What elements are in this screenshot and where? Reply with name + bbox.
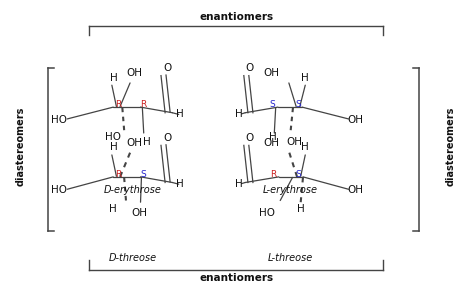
Text: HO: HO [51,115,67,125]
Text: H: H [301,73,309,83]
Text: D-threose: D-threose [108,253,156,263]
Text: L-threose: L-threose [268,253,313,263]
Text: S: S [296,100,301,109]
Text: H: H [297,204,305,214]
Text: H: H [110,142,118,152]
Text: diastereomers: diastereomers [16,107,26,186]
Text: O: O [246,63,254,73]
Text: R: R [115,170,121,179]
Text: H: H [301,142,309,152]
Text: D-erythrose: D-erythrose [103,185,161,195]
Text: H: H [110,73,118,83]
Text: R: R [270,170,276,179]
Text: OH: OH [347,185,363,195]
Text: OH: OH [263,138,279,148]
Text: S: S [270,100,275,109]
Text: R: R [116,100,122,109]
Text: H: H [143,137,151,147]
Text: OH: OH [131,208,147,219]
Text: R: R [141,100,147,109]
Text: OH: OH [347,115,363,125]
Text: HO: HO [105,132,121,142]
Text: O: O [164,133,172,143]
Text: H: H [176,179,184,189]
Text: S: S [141,170,146,179]
Text: diastereomers: diastereomers [446,107,456,186]
Text: H: H [235,109,243,119]
Text: HO: HO [259,208,274,219]
Text: OH: OH [127,68,143,78]
Text: OH: OH [263,68,279,78]
Text: enantiomers: enantiomers [199,12,273,22]
Text: O: O [246,133,254,143]
Text: enantiomers: enantiomers [199,273,273,283]
Text: O: O [164,63,172,73]
Text: OH: OH [127,138,143,148]
Text: S: S [296,170,301,179]
Text: OH: OH [286,137,302,147]
Text: H: H [109,204,117,214]
Text: H: H [176,109,184,119]
Text: HO: HO [51,185,67,195]
Text: H: H [269,132,276,142]
Text: L-erythrose: L-erythrose [263,185,318,195]
Text: H: H [235,179,243,189]
